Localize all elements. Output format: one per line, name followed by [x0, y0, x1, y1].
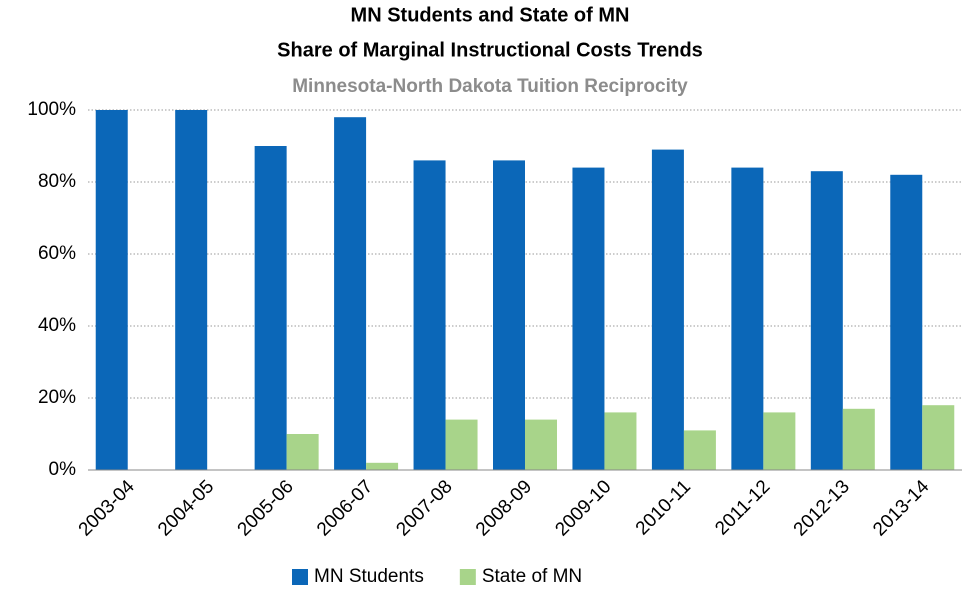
bar — [842, 408, 875, 470]
bar — [254, 146, 287, 470]
bar — [922, 405, 955, 470]
bar — [445, 419, 478, 470]
x-tick-label: 2009-10 — [551, 476, 615, 540]
y-tick-label: 100% — [27, 99, 76, 120]
chart-title: Share of Marginal Instructional Costs Tr… — [277, 39, 703, 61]
x-tick-label: 2004-05 — [154, 476, 218, 540]
bar — [366, 462, 399, 470]
x-tick-label: 2013-14 — [869, 476, 933, 540]
x-tick-label: 2010-11 — [632, 476, 695, 539]
legend-label: MN Students — [314, 566, 424, 587]
bar — [604, 412, 637, 470]
bar — [95, 110, 128, 470]
bar — [413, 160, 446, 470]
y-tick-label: 0% — [49, 459, 77, 480]
y-tick-label: 60% — [38, 243, 76, 264]
bar — [334, 117, 367, 470]
bar — [810, 171, 843, 470]
bar — [890, 174, 923, 471]
bar — [572, 167, 605, 470]
chart-subtitle: Minnesota-North Dakota Tuition Reciproci… — [292, 76, 688, 97]
bar — [493, 160, 525, 470]
bar — [286, 434, 319, 470]
bar — [683, 430, 716, 470]
x-tick-label: 2012-13 — [790, 476, 854, 540]
y-tick-label: 80% — [38, 171, 76, 192]
x-tick-label: 2005-06 — [234, 476, 298, 540]
x-tick-label: 2003-04 — [75, 476, 139, 540]
bar — [525, 419, 557, 470]
bar — [651, 149, 684, 470]
x-tick-label: 2007-08 — [392, 476, 456, 540]
bar — [175, 110, 208, 470]
legend-swatch — [459, 569, 476, 585]
bar — [763, 412, 796, 470]
y-tick-label: 20% — [38, 387, 76, 408]
legend-label: State of MN — [482, 566, 582, 587]
legend-swatch — [292, 569, 308, 585]
x-tick-label: 2006-07 — [313, 476, 377, 540]
bar — [731, 167, 764, 470]
chart-title: MN Students and State of MN — [351, 4, 630, 26]
x-tick-label: 2011-12 — [711, 476, 774, 539]
x-tick-label: 2008-09 — [472, 476, 536, 540]
y-tick-label: 40% — [38, 315, 76, 336]
